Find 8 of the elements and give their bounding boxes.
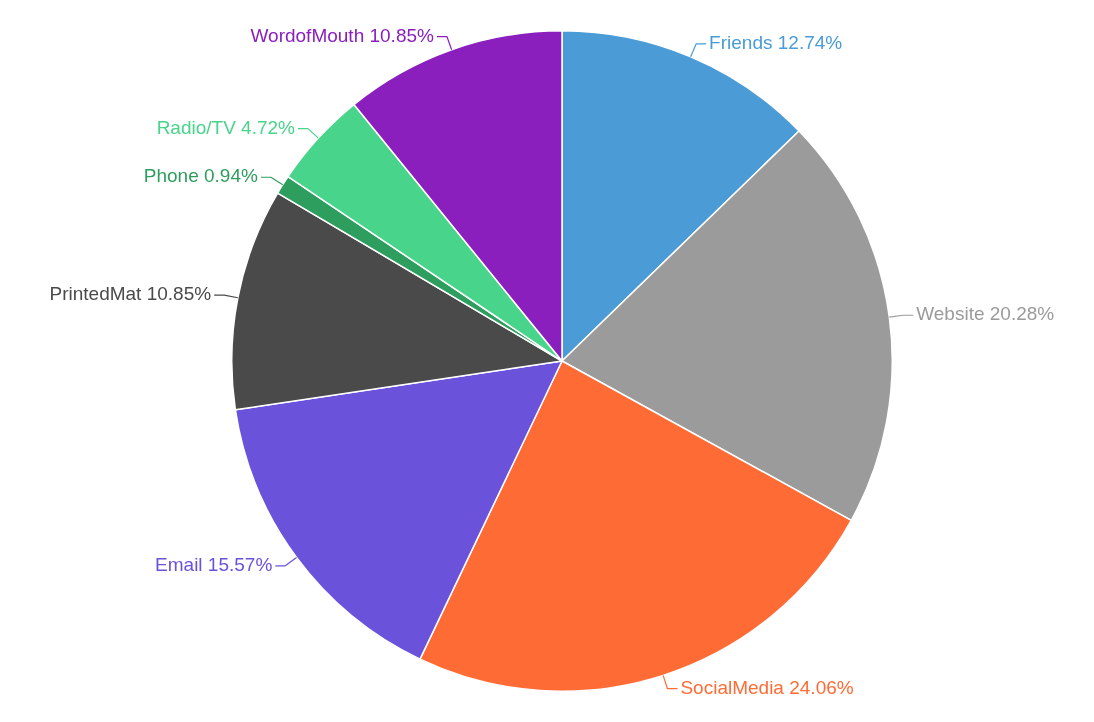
slice-label: Radio/TV 4.72% — [156, 116, 296, 138]
slice-label: WordofMouth 10.85% — [250, 24, 435, 46]
slice-label: Phone 0.94% — [143, 165, 258, 187]
slice-label: SocialMedia 24.06% — [680, 676, 854, 698]
slice-label: PrintedMat 10.85% — [49, 283, 212, 305]
slice-label: Friends 12.74% — [709, 32, 843, 54]
slice-label: Website 20.28% — [916, 303, 1055, 325]
slice-label: Email 15.57% — [155, 554, 273, 576]
